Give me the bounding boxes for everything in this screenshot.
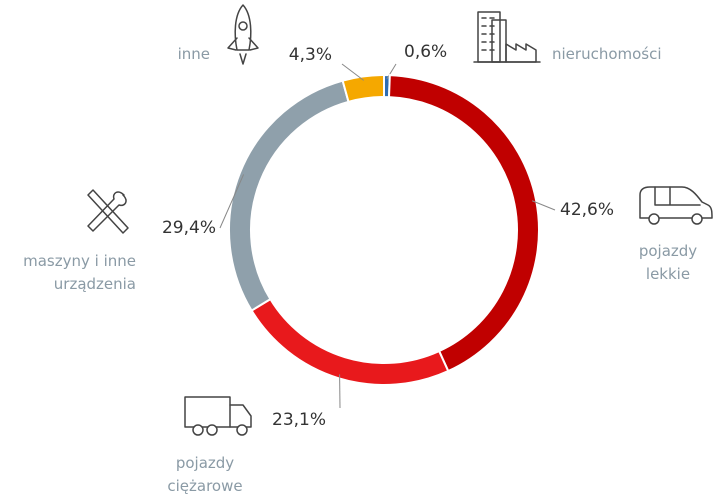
donut-segment (228, 79, 350, 312)
icon-building (473, 11, 541, 63)
category-label: maszyny i inne urządzenia (23, 252, 136, 293)
icon-car (639, 186, 713, 225)
donut-segment (250, 297, 450, 386)
leader-line (341, 63, 364, 81)
value-label: 0,6% (404, 42, 447, 62)
donut-segment (387, 74, 540, 373)
category-label: pojazdy lekkie (638, 242, 698, 283)
category-label: pojazdy ciężarowe (167, 454, 243, 495)
donut-segment (341, 73, 385, 104)
value-label: 23,1% (272, 410, 326, 430)
leader-line (219, 174, 245, 229)
icon-tools (87, 189, 129, 234)
icon-truck (184, 396, 252, 436)
value-label: 4,3% (289, 45, 332, 65)
icon-rocket (227, 4, 259, 65)
value-label: 29,4% (162, 218, 216, 238)
category-label: inne (177, 45, 210, 63)
leader-line (386, 63, 397, 80)
value-label: 42,6% (560, 200, 614, 220)
category-label: nieruchomości (552, 45, 662, 63)
leader-line (531, 200, 556, 211)
